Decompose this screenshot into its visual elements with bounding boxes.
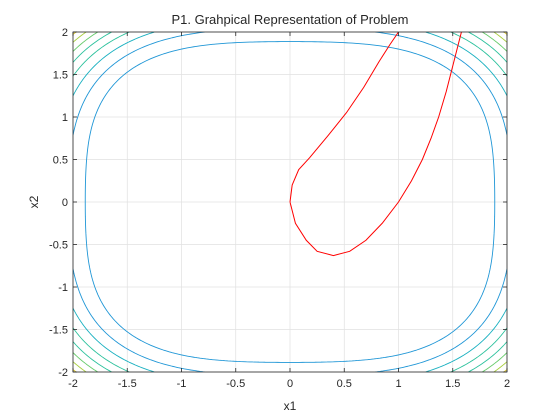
contour-line: [73, 32, 507, 372]
x-tick-label: -1: [177, 378, 187, 390]
x-tick-label: -0.5: [226, 378, 245, 390]
x-tick-label: 1.5: [445, 378, 460, 390]
constraint-line: [289, 32, 462, 257]
contour-line: [73, 32, 507, 372]
y-tick-label: 1: [62, 112, 68, 124]
contour-lines: [73, 32, 507, 372]
x-axis-label: x1: [284, 399, 297, 413]
y-tick-label: -1: [58, 282, 68, 294]
x-tick-label: 1: [395, 378, 401, 390]
x-tick-label: -1.5: [118, 378, 137, 390]
axis-ticks: -2 -1.5 -1 -0.5 0 0.5 1 1.5 2 -2 -1.5 -1 -0.5 0 0.5 1 1.…: [49, 27, 510, 390]
contour-line: [73, 32, 507, 372]
constraint-curve: [289, 32, 462, 257]
chart-title: P1. Grahpical Representation of Problem: [171, 12, 408, 27]
contour-line: [84, 41, 496, 363]
y-tick-label: -0.5: [49, 240, 68, 252]
y-tick-label: 0: [62, 197, 68, 209]
contour-line: [73, 32, 507, 372]
y-tick-label: 1.5: [53, 70, 68, 82]
x-tick-label: 0.5: [337, 378, 352, 390]
x-tick-label: -2: [68, 378, 78, 390]
x-tick-label: 0: [287, 378, 293, 390]
contour-line: [73, 32, 507, 372]
x-tick-label: 2: [504, 378, 510, 390]
y-tick-label: -1.5: [49, 325, 68, 337]
y-tick-label: -2: [58, 367, 68, 379]
contour-line: [73, 32, 507, 372]
y-axis-label: x2: [27, 195, 41, 208]
y-tick-label: 0.5: [53, 155, 68, 167]
y-tick-label: 2: [62, 27, 68, 39]
